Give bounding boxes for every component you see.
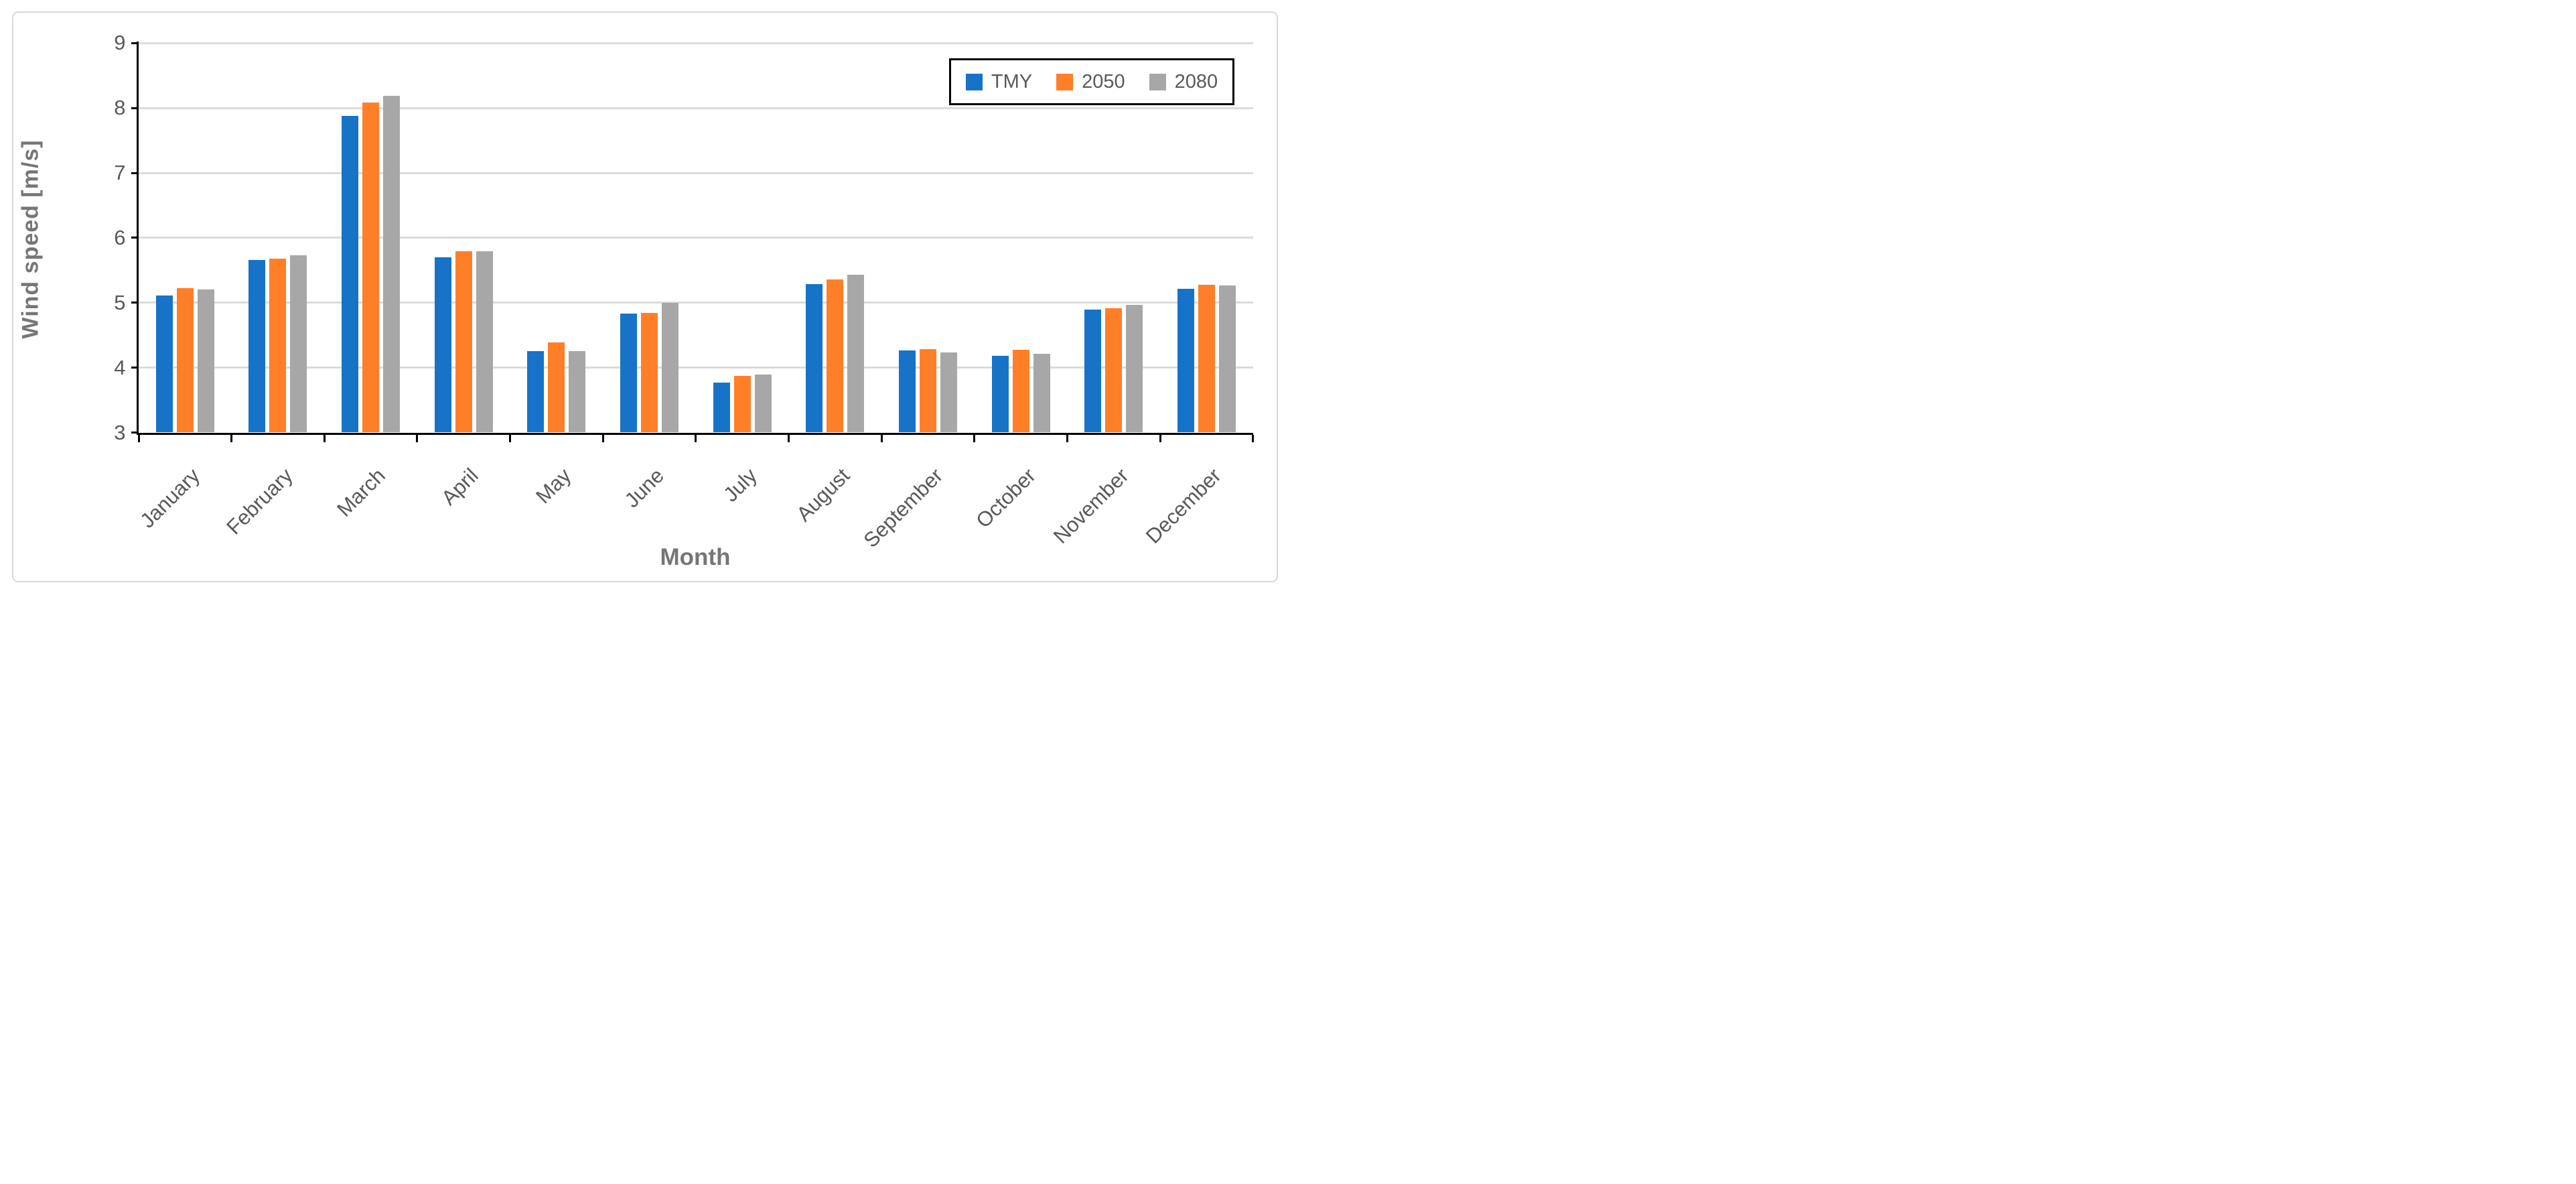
y-tick-label-4: 4 — [114, 355, 126, 379]
bar-2050-September — [920, 348, 937, 433]
y-tick-label-6: 6 — [114, 225, 126, 249]
y-tick-6 — [131, 237, 137, 239]
legend-swatch-2080 — [1149, 73, 1166, 90]
bar-2080-November — [1126, 304, 1143, 433]
y-axis-title: Wind speed [m/s] — [17, 139, 44, 339]
y-tick-label-8: 8 — [114, 96, 126, 120]
x-tick-11 — [1159, 435, 1161, 442]
bar-2050-April — [455, 251, 472, 433]
legend-item-2050: 2050 — [1056, 72, 1125, 92]
bar-TMY-July — [713, 382, 730, 433]
bar-2050-July — [733, 376, 751, 433]
x-tick-5 — [601, 435, 604, 442]
bar-2080-June — [662, 302, 679, 433]
legend-swatch-TMY — [965, 73, 983, 90]
y-tick-label-9: 9 — [114, 31, 126, 55]
bar-2080-August — [847, 275, 865, 433]
y-tick-9 — [131, 42, 137, 44]
legend-label-2050: 2050 — [1082, 70, 1125, 92]
bar-2080-September — [940, 352, 958, 433]
y-tick-4 — [131, 367, 137, 369]
x-tick-7 — [788, 435, 790, 442]
y-tick-5 — [131, 302, 137, 304]
gridline-6 — [139, 237, 1253, 239]
x-tick-8 — [880, 435, 883, 442]
x-tick-10 — [1066, 435, 1068, 442]
bar-2080-January — [197, 289, 214, 433]
x-tick-4 — [509, 435, 512, 442]
x-tick-0 — [137, 435, 140, 442]
bar-TMY-February — [248, 259, 266, 433]
bar-TMY-September — [899, 350, 916, 433]
legend-label-TMY: TMY — [991, 70, 1033, 92]
bar-TMY-August — [806, 283, 823, 433]
bar-TMY-April — [434, 257, 451, 433]
bar-2080-March — [383, 95, 401, 433]
gridline-7 — [139, 172, 1253, 174]
gridline-5 — [139, 302, 1253, 304]
y-tick-label-5: 5 — [114, 290, 126, 314]
bar-2050-December — [1198, 284, 1215, 433]
bar-TMY-June — [620, 314, 638, 433]
y-tick-3 — [131, 432, 137, 434]
legend-swatch-2050 — [1056, 73, 1074, 90]
gridline-9 — [139, 42, 1253, 44]
y-tick-7 — [131, 172, 137, 174]
y-tick-label-3: 3 — [114, 420, 126, 444]
y-axis-line — [136, 42, 139, 435]
legend-item-2080: 2080 — [1149, 72, 1218, 92]
y-tick-8 — [131, 107, 137, 109]
figure-border — [12, 11, 1278, 582]
x-tick-2 — [323, 435, 326, 442]
legend-label-2080: 2080 — [1174, 70, 1218, 92]
bar-2050-May — [548, 342, 565, 433]
bar-2050-August — [827, 279, 844, 433]
bar-2080-February — [290, 255, 307, 433]
y-tick-label-7: 7 — [114, 161, 126, 185]
bar-2050-October — [1012, 350, 1029, 433]
bar-TMY-March — [342, 115, 359, 433]
x-tick-1 — [230, 435, 233, 442]
bar-TMY-November — [1084, 310, 1102, 433]
bar-2050-February — [269, 258, 287, 433]
bar-2080-October — [1033, 354, 1050, 433]
x-axis-line — [136, 432, 1253, 435]
bar-TMY-December — [1177, 289, 1194, 433]
x-tick-3 — [416, 435, 419, 442]
bar-2080-April — [476, 251, 493, 433]
gridline-4 — [139, 367, 1253, 369]
x-tick-9 — [973, 435, 976, 442]
x-tick-12 — [1252, 435, 1255, 442]
bar-2050-June — [641, 313, 658, 433]
legend-item-TMY: TMY — [965, 70, 1033, 92]
legend: TMY 2050 2080 — [949, 58, 1234, 105]
x-tick-6 — [695, 435, 697, 442]
bar-TMY-October — [991, 356, 1009, 433]
bar-2050-November — [1105, 308, 1123, 433]
bar-2050-January — [176, 288, 194, 433]
bar-TMY-January — [155, 295, 173, 433]
bar-TMY-May — [527, 351, 545, 433]
x-axis-title: Month — [660, 544, 731, 570]
gridline-8 — [139, 107, 1253, 109]
bar-2050-March — [362, 103, 380, 433]
bar-2080-May — [569, 351, 586, 433]
bar-2080-July — [754, 375, 772, 433]
wind-speed-bar-chart: Wind speed [m/s] Month 3 4 5 6 7 8 9 January Feb… — [0, 0, 1288, 592]
bar-2080-December — [1218, 285, 1236, 433]
